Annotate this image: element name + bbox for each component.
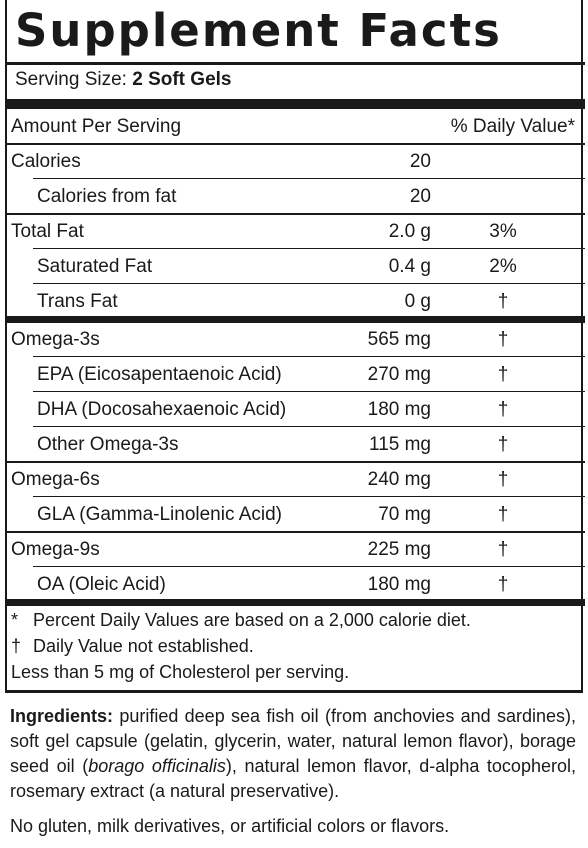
footnote-dagger-mark: † [11, 636, 22, 656]
free-from-statement: No gluten, milk derivatives, or artifici… [10, 816, 450, 836]
ingredients-text-start: purified deep sea fish oil (from anchovi… [10, 706, 576, 776]
nutrient-amount: 270 mg [367, 364, 431, 385]
divider-title [7, 62, 585, 65]
nutrient-name: Saturated Fat [37, 256, 153, 277]
nutrient-row: OA (Oleic Acid) 180 mg † [7, 567, 581, 602]
nutrient-daily-value: † [497, 399, 509, 420]
nutrient-name: Omega-3s [11, 329, 100, 350]
nutrient-row: Other Omega-3s 115 mg † [7, 427, 581, 462]
nutrient-row: Total Fat 2.0 g 3% [7, 214, 581, 249]
footnote-cholesterol: Less than 5 mg of Cholesterol per servin… [11, 662, 350, 682]
serving-size: Serving Size: 2 Soft Gels [15, 66, 231, 94]
nutrient-row: GLA (Gamma-Linolenic Acid) 70 mg † [7, 497, 581, 532]
footnote-percent-dv: * Percent Daily Values are based on a 2,0… [11, 608, 471, 632]
ingredients-italic-name: borago officinalis [88, 756, 226, 776]
row-divider [33, 496, 585, 497]
nutrient-row: EPA (Eicosapentaenoic Acid) 270 mg † [7, 357, 581, 392]
nutrient-row: DHA (Docosahexaenoic Acid) 180 mg † [7, 392, 581, 427]
row-divider [33, 248, 585, 249]
divider-thick-bottom [7, 599, 585, 606]
nutrient-daily-value: † [497, 364, 509, 385]
nutrient-row: Omega-9s 225 mg † [7, 532, 581, 567]
nutrient-daily-value: † [497, 539, 509, 560]
nutrient-daily-value: † [497, 291, 509, 312]
panel-title: Supplement Facts [15, 4, 502, 57]
nutrient-amount: 2.0 g [388, 221, 431, 242]
nutrient-row: Omega-6s 240 mg † [7, 462, 581, 497]
nutrient-name: Calories [11, 151, 81, 172]
ingredients-text-end: ), natural lemon flavor, d-alpha tocophe… [10, 756, 576, 801]
footnote-percent-text: Percent Daily Values are based on a 2,00… [33, 610, 471, 630]
nutrient-amount: 565 mg [367, 329, 431, 350]
nutrient-amount: 225 mg [367, 539, 431, 560]
nutrient-amount: 0 g [404, 291, 431, 312]
nutrient-name: Calories from fat [37, 186, 177, 207]
footnote-dagger: † Daily Value not established. [11, 634, 254, 658]
divider-header [7, 143, 585, 145]
header-daily-value: % Daily Value* [450, 116, 575, 137]
row-divider [7, 213, 585, 215]
nutrient-amount: 20 [409, 186, 431, 207]
nutrient-daily-value: † [497, 329, 509, 350]
row-divider [33, 566, 585, 567]
nutrient-name: Total Fat [11, 221, 84, 242]
nutrient-amount: 20 [409, 151, 431, 172]
facts-panel: Supplement Facts Serving Size: 2 Soft Ge… [5, 0, 585, 692]
divider-thick-mid [7, 316, 585, 323]
row-divider [33, 426, 585, 427]
nutrient-amount: 70 mg [378, 504, 431, 525]
nutrient-daily-value: † [497, 504, 509, 525]
nutrient-daily-value: 3% [489, 221, 517, 242]
header-amount: Amount Per Serving [11, 116, 182, 137]
nutrient-name: Omega-9s [11, 539, 100, 560]
panel-bottom-border [5, 690, 583, 693]
nutrient-amount: 115 mg [369, 434, 431, 455]
nutrient-name: GLA (Gamma-Linolenic Acid) [37, 504, 282, 525]
nutrient-amount: 0.4 g [388, 256, 431, 277]
nutrient-daily-value: † [497, 434, 509, 455]
nutrient-amount: 180 mg [367, 399, 431, 420]
nutrient-amount: 240 mg [367, 469, 431, 490]
row-divider [33, 178, 585, 179]
header-row: Amount Per Serving % Daily Value* [7, 109, 581, 144]
ingredients-label: Ingredients: [10, 706, 114, 726]
row-divider [33, 283, 585, 284]
ingredients-paragraph: Ingredients: purified deep sea fish oil … [10, 704, 576, 804]
nutrient-name: Other Omega-3s [37, 434, 179, 455]
nutrient-row: Trans Fat 0 g † [7, 284, 581, 319]
nutrient-name: EPA (Eicosapentaenoic Acid) [37, 364, 282, 385]
divider-thick-top [7, 99, 585, 109]
row-divider [7, 531, 585, 533]
nutrient-daily-value: † [497, 574, 509, 595]
nutrient-name: DHA (Docosahexaenoic Acid) [37, 399, 287, 420]
footnote-dagger-text: Daily Value not established. [33, 636, 254, 656]
nutrient-row: Saturated Fat 0.4 g 2% [7, 249, 581, 284]
nutrient-name: Omega-6s [11, 469, 100, 490]
nutrient-name: Trans Fat [37, 291, 118, 312]
nutrient-daily-value: † [497, 469, 509, 490]
nutrient-name: OA (Oleic Acid) [37, 574, 166, 595]
serving-size-label: Serving Size: [15, 69, 127, 90]
serving-size-value: 2 Soft Gels [132, 69, 232, 90]
footnote-asterisk: * [11, 610, 19, 630]
nutrient-row: Omega-3s 565 mg † [7, 322, 581, 357]
row-divider [33, 391, 585, 392]
row-divider [7, 461, 585, 463]
nutrient-row: Calories 20 [7, 144, 581, 179]
nutrient-row: Calories from fat 20 [7, 179, 581, 214]
row-divider [33, 356, 585, 357]
nutrient-amount: 180 mg [367, 574, 431, 595]
nutrient-daily-value: 2% [489, 256, 517, 277]
